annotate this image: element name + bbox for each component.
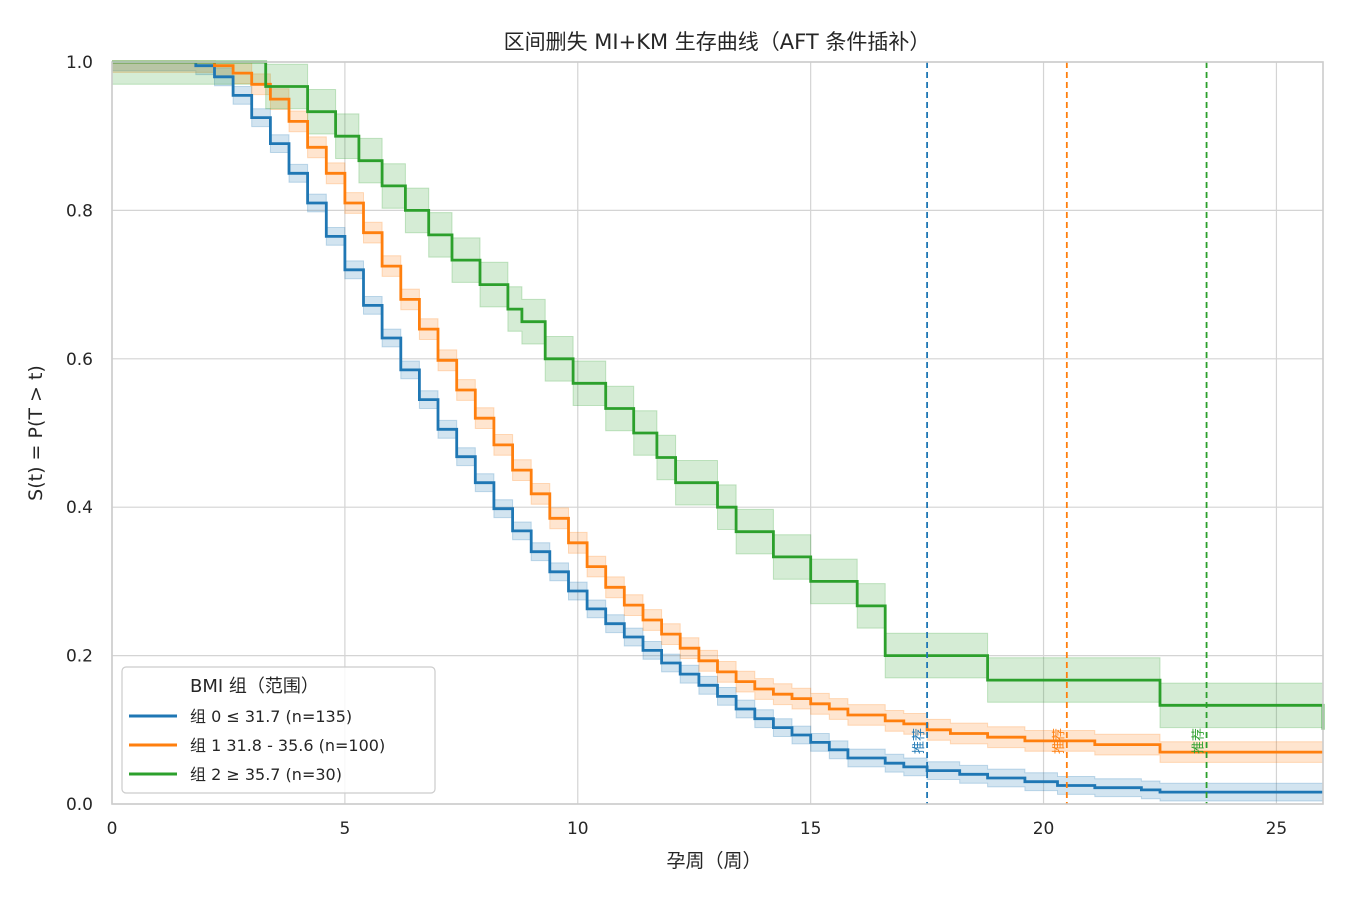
y-axis-label: S(t) = P(T > t) (25, 365, 47, 501)
x-tick-label: 15 (800, 819, 822, 839)
chart-title: 区间删失 MI+KM 生存曲线（AFT 条件插补） (504, 30, 931, 54)
x-tick-label: 10 (567, 819, 589, 839)
survival-line-group-0 (112, 60, 1323, 794)
recommend-label-group-1: 推荐 (1052, 728, 1067, 754)
x-tick-label: 20 (1033, 819, 1055, 839)
confidence-band-group-1 (111, 61, 1324, 763)
legend-label-group-1: 组 1 31.8 - 35.6 (n=100) (190, 736, 385, 755)
legend-label-group-0: 组 0 ≤ 31.7 (n=135) (190, 707, 352, 726)
recommendation-lines: 推荐 推荐 推荐 (912, 62, 1208, 804)
recommend-label-group-0: 推荐 (912, 728, 927, 754)
y-tick-label: 0.8 (66, 201, 93, 221)
survival-lines (112, 60, 1325, 794)
survival-line-group-2 (112, 60, 1325, 730)
confidence-bands (111, 61, 1324, 802)
tick-labels: 0 5 10 15 20 25 0.0 0.2 0.4 0.6 0.8 1.0 (66, 53, 1287, 839)
legend: BMI 组（范围） 组 0 ≤ 31.7 (n=135) 组 1 31.8 - … (121, 666, 436, 794)
plot-frame (111, 61, 1324, 805)
y-tick-label: 0.0 (66, 795, 93, 815)
confidence-band-group-2 (111, 61, 1324, 753)
x-tick-label: 5 (339, 819, 350, 839)
survival-line-group-1 (112, 60, 1323, 754)
confidence-band-group-0 (111, 61, 1324, 802)
legend-label-group-2: 组 2 ≥ 35.7 (n=30) (190, 765, 342, 784)
legend-title: BMI 组（范围） (190, 676, 319, 697)
y-tick-label: 0.2 (66, 647, 93, 667)
x-tick-label: 0 (107, 819, 118, 839)
x-tick-label: 25 (1266, 819, 1288, 839)
x-axis-label: 孕周（周） (666, 850, 761, 872)
y-tick-label: 0.6 (66, 350, 93, 370)
y-tick-label: 0.4 (66, 498, 93, 518)
y-tick-label: 1.0 (66, 53, 93, 73)
legend-box (121, 666, 436, 794)
recommend-label-group-2: 推荐 (1192, 728, 1207, 754)
